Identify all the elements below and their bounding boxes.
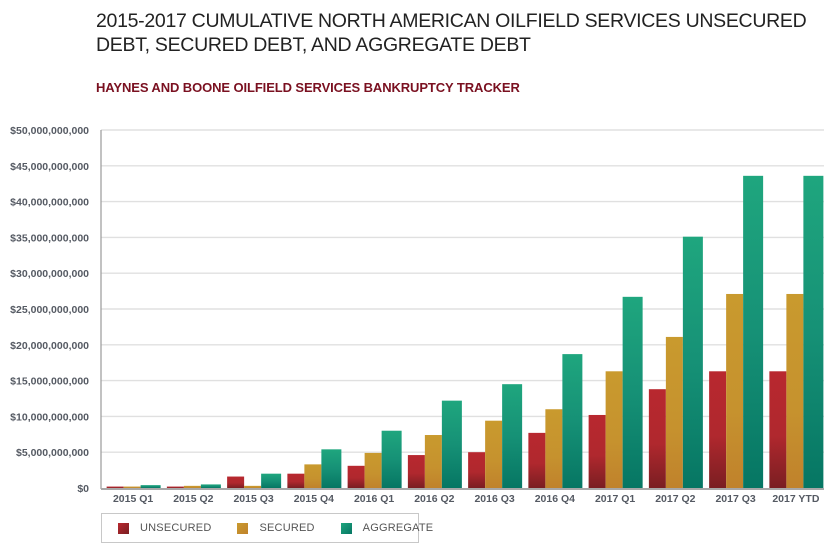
bar-aggregate[interactable] <box>502 384 523 488</box>
y-tick-label: $20,000,000,000 <box>10 340 89 352</box>
bar-group <box>287 449 342 488</box>
bar-group <box>769 175 824 488</box>
bar-group <box>588 296 643 488</box>
legend-swatch-secured <box>237 522 249 534</box>
bar-group <box>407 400 462 488</box>
bar-unsecured[interactable] <box>347 465 365 488</box>
y-tick-label: $45,000,000,000 <box>10 161 89 173</box>
legend-swatch-aggregate <box>340 522 352 534</box>
legend-item-unsecured[interactable]: UNSECURED <box>118 522 211 534</box>
x-tick-label: 2017 Q1 <box>595 493 635 505</box>
x-tick-label: 2016 Q4 <box>535 493 575 505</box>
x-tick-label: 2017 YTD <box>772 493 820 505</box>
bar-aggregate[interactable] <box>622 296 643 488</box>
bars <box>106 175 824 488</box>
bar-secured[interactable] <box>485 420 503 488</box>
bar-unsecured[interactable] <box>769 371 787 488</box>
x-tick-label: 2017 Q2 <box>655 493 695 505</box>
bar-aggregate[interactable] <box>140 485 161 488</box>
y-tick-label: $0 <box>77 483 89 495</box>
bar-chart: $0 $5,000,000,000 $10,000,000,000 $15,000,0… <box>10 125 824 505</box>
bar-secured[interactable] <box>244 485 262 488</box>
y-tick-label: $50,000,000,000 <box>10 125 89 137</box>
legend-item-secured[interactable]: SECURED <box>237 522 314 534</box>
bar-secured[interactable] <box>304 464 322 488</box>
gridlines <box>101 129 824 453</box>
bar-unsecured[interactable] <box>166 486 184 488</box>
legend-swatch-unsecured <box>118 522 129 534</box>
x-tick-label: 2015 Q4 <box>294 493 334 505</box>
bar-secured[interactable] <box>123 486 141 488</box>
bar-secured[interactable] <box>545 409 563 488</box>
chart-subtitle: HAYNES AND BOONE OILFIELD SERVICES BANKR… <box>96 80 520 95</box>
y-tick-label: $25,000,000,000 <box>10 304 89 316</box>
bar-group <box>166 484 221 488</box>
y-tick-label: $30,000,000,000 <box>10 268 89 280</box>
bar-aggregate[interactable] <box>803 175 824 488</box>
bar-secured[interactable] <box>424 435 442 488</box>
bar-unsecured[interactable] <box>287 473 305 488</box>
x-tick-label: 2016 Q3 <box>474 493 514 505</box>
bar-secured[interactable] <box>364 452 382 488</box>
bar-secured[interactable] <box>665 336 683 488</box>
bar-group <box>648 236 703 488</box>
legend-label-secured: SECURED <box>259 522 315 534</box>
bar-unsecured[interactable] <box>407 455 425 488</box>
bar-group <box>528 354 583 488</box>
bar-aggregate[interactable] <box>743 175 764 488</box>
bar-unsecured[interactable] <box>468 452 486 488</box>
bar-secured[interactable] <box>183 485 201 488</box>
bar-group <box>227 473 282 488</box>
bar-group <box>709 175 764 488</box>
y-tick-label: $10,000,000,000 <box>10 411 89 423</box>
bar-aggregate[interactable] <box>441 400 462 488</box>
bar-unsecured[interactable] <box>106 486 124 488</box>
bar-aggregate[interactable] <box>682 236 703 488</box>
legend-label-unsecured: UNSECURED <box>140 522 212 534</box>
bar-secured[interactable] <box>605 371 623 488</box>
legend-item-aggregate[interactable]: AGGREGATE <box>340 522 434 534</box>
y-tick-label: $35,000,000,000 <box>10 232 89 244</box>
chart-legend: UNSECURED SECURED AGGREGATE <box>101 513 433 543</box>
x-tick-label: 2015 Q1 <box>113 493 153 505</box>
bar-group <box>347 430 402 488</box>
y-axis-labels: $0 $5,000,000,000 $10,000,000,000 $15,000,0… <box>10 125 89 495</box>
y-tick-label: $5,000,000,000 <box>16 447 89 459</box>
y-tick-label: $40,000,000,000 <box>10 197 89 209</box>
y-tick-label: $15,000,000,000 <box>10 376 89 388</box>
bar-unsecured[interactable] <box>528 432 546 488</box>
bar-aggregate[interactable] <box>562 354 583 488</box>
x-tick-label: 2017 Q3 <box>715 493 755 505</box>
bar-unsecured[interactable] <box>709 371 727 488</box>
bar-unsecured[interactable] <box>588 414 606 488</box>
x-tick-label: 2015 Q2 <box>173 493 213 505</box>
bar-secured[interactable] <box>786 293 804 488</box>
bar-aggregate[interactable] <box>321 449 342 488</box>
bar-group <box>468 384 523 488</box>
bar-aggregate[interactable] <box>261 473 282 488</box>
bar-unsecured[interactable] <box>648 389 666 488</box>
legend-label-aggregate: AGGREGATE <box>362 522 434 534</box>
x-tick-label: 2016 Q2 <box>414 493 454 505</box>
bar-unsecured[interactable] <box>227 476 245 488</box>
bar-aggregate[interactable] <box>200 484 221 488</box>
bar-aggregate[interactable] <box>381 430 402 488</box>
bar-group <box>106 485 161 488</box>
x-tick-label: 2016 Q1 <box>354 493 394 505</box>
chart-title: 2015-2017 CUMULATIVE NORTH AMERICAN OILF… <box>96 10 807 56</box>
x-tick-label: 2015 Q3 <box>233 493 273 505</box>
bar-secured[interactable] <box>726 293 744 488</box>
x-axis-labels: 2015 Q1 2015 Q2 2015 Q3 2015 Q4 2016 Q1 2016 … <box>113 493 820 505</box>
